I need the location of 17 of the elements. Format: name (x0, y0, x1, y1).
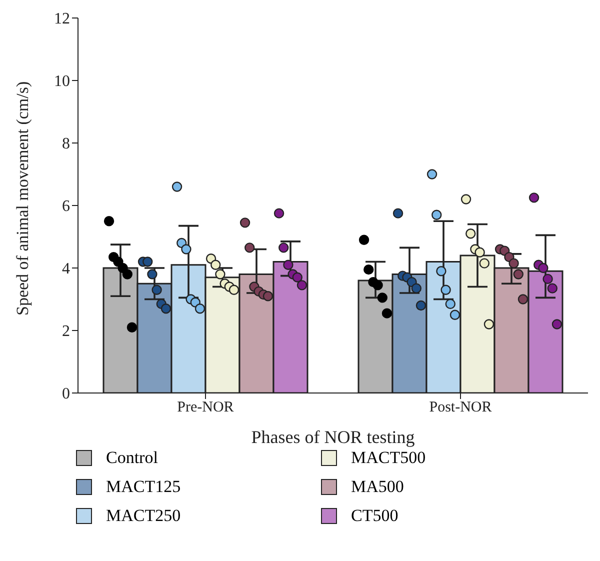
y-tick-label: 6 (62, 198, 70, 216)
y-tick-label: 12 (54, 10, 70, 28)
legend-label: MACT125 (106, 476, 181, 496)
legend-label: Control (106, 448, 158, 468)
x-tick-label: Post-NOR (429, 400, 492, 416)
legend-label: CT500 (351, 506, 398, 526)
y-tick-label: 8 (62, 136, 70, 153)
legend-label: MACT500 (351, 448, 426, 468)
y-axis-title: Speed of animal movement (cm/s) (13, 81, 32, 316)
x-tick-label: Pre-NOR (177, 400, 234, 416)
y-tick-label: 2 (62, 323, 70, 340)
y-tick-label: 4 (62, 260, 70, 278)
x-axis-title: Phases of NOR testing (251, 427, 415, 447)
legend-label: MACT250 (106, 506, 181, 526)
y-tick-label: 0 (62, 386, 70, 403)
y-tick-label: 10 (54, 73, 70, 90)
legend-label: MA500 (351, 476, 404, 496)
